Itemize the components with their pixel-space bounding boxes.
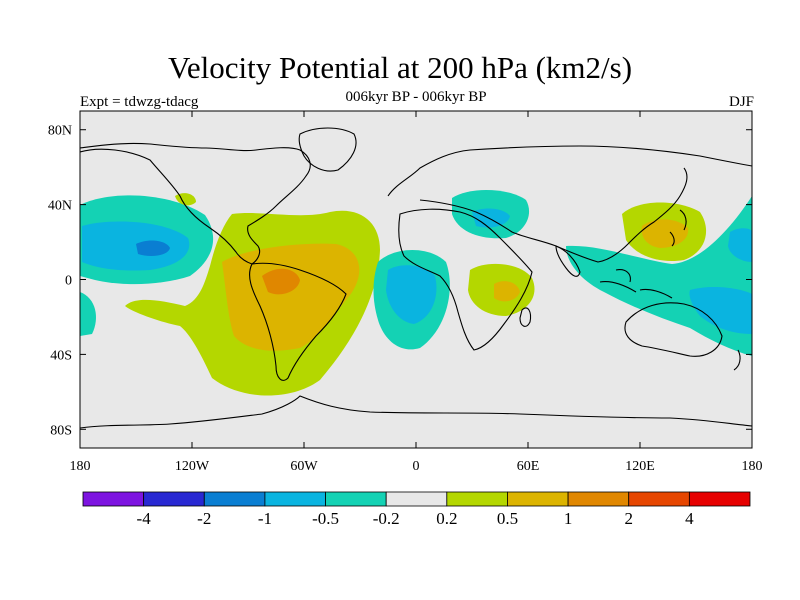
- colorbar-label: 2: [624, 509, 633, 528]
- y-tick-label: 80N: [48, 124, 72, 139]
- coastline-south-america: [249, 262, 347, 381]
- y-tick-label: 40S: [50, 348, 72, 363]
- contour-americas-mid: [222, 243, 360, 351]
- colorbar-swatch: [446, 491, 508, 507]
- coastline-greenland: [298, 127, 357, 172]
- coastline-eurasia: [387, 145, 752, 263]
- colorbar-label: -4: [137, 509, 152, 528]
- x-tick-label: 60E: [517, 459, 540, 474]
- coastline-india: [555, 245, 581, 277]
- experiment-label: Expt = tdwzg-tdacg: [80, 94, 199, 110]
- coastline-indonesia: [599, 269, 673, 299]
- y-axis: 80N 40N 0 40S 80S: [48, 124, 752, 438]
- contour-africa-mid: [494, 281, 520, 302]
- contour-east-pacific-core: [136, 240, 170, 256]
- x-axis: 180 120W 60W 0 60E 120E 180: [70, 111, 763, 474]
- contour-east-asia-mid: [641, 219, 689, 248]
- contour-south-pacific-edge: [80, 292, 96, 336]
- x-tick-label: 0: [413, 459, 420, 474]
- x-tick-label: 180: [70, 459, 91, 474]
- coastline-madagascar: [519, 307, 532, 327]
- colorbar-swatch: [628, 491, 690, 507]
- colorbar-swatch: [507, 491, 569, 507]
- contour-mideast-mid: [472, 208, 510, 228]
- y-tick-label: 80S: [50, 423, 72, 438]
- contour-maritime-mid: [689, 287, 752, 334]
- plot-subtitle: 006kyr BP - 006kyr BP: [345, 89, 487, 105]
- contour-atlantic-mid: [386, 265, 437, 324]
- coastline-africa: [398, 208, 533, 351]
- x-tick-label: 60W: [290, 459, 318, 474]
- coastlines: [80, 127, 752, 429]
- plot-title: Velocity Potential at 200 hPa (km2/s): [167, 50, 633, 85]
- coastline-australia: [624, 302, 723, 357]
- contour-americas-core: [262, 268, 300, 295]
- colorbar-label: -1: [258, 509, 272, 528]
- y-tick-label: 0: [65, 274, 72, 289]
- contour-fields: [80, 189, 752, 396]
- coastline-new-zealand: [733, 349, 741, 371]
- colorbar-swatch: [203, 491, 266, 507]
- colorbar-swatch: [688, 491, 751, 507]
- x-tick-label: 120E: [625, 459, 655, 474]
- colorbar-label: 1: [564, 509, 573, 528]
- contour-east-pacific-mid: [82, 221, 190, 271]
- colorbar: -4 -2 -1 -0.5 -0.2 0.2 0.5 1 2 4: [82, 491, 751, 528]
- colorbar-swatch: [385, 491, 448, 507]
- coastline-north-america: [80, 142, 311, 265]
- colorbar-swatch: [264, 491, 326, 507]
- colorbar-label: -2: [197, 509, 211, 528]
- colorbar-label: 0.2: [436, 509, 457, 528]
- x-tick-label: 180: [742, 459, 763, 474]
- season-label: DJF: [728, 94, 754, 110]
- colorbar-swatch: [82, 491, 145, 507]
- y-tick-label: 40N: [48, 199, 72, 214]
- colorbar-label: 4: [685, 509, 694, 528]
- colorbar-label: -0.5: [312, 509, 339, 528]
- coastline-antarctica: [80, 395, 752, 429]
- colorbar-swatch: [567, 491, 630, 507]
- colorbar-swatch: [325, 491, 387, 507]
- colorbar-label: 0.5: [497, 509, 518, 528]
- contour-west-pacific-mid: [728, 228, 752, 262]
- colorbar-swatch: [143, 491, 205, 507]
- coastline-japan: [669, 209, 687, 247]
- x-tick-label: 120W: [175, 459, 210, 474]
- colorbar-label: -0.2: [373, 509, 400, 528]
